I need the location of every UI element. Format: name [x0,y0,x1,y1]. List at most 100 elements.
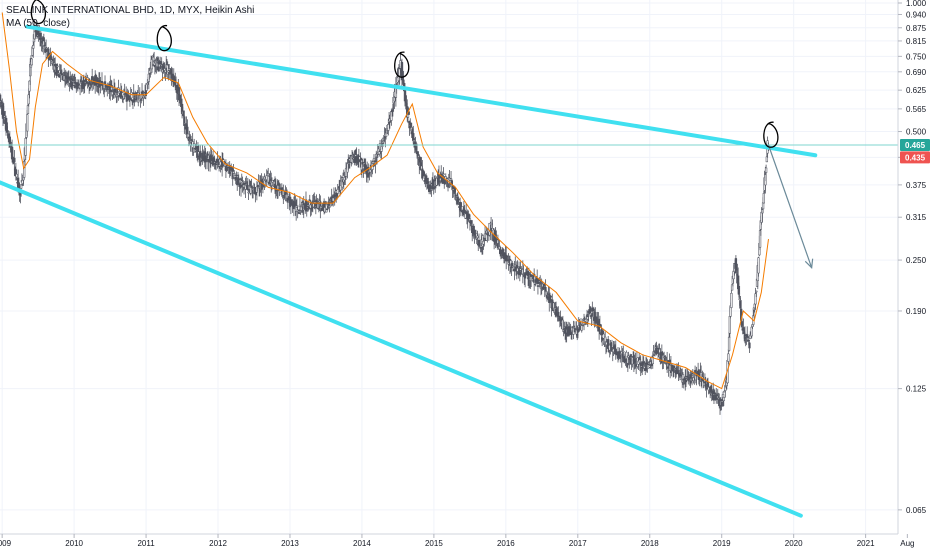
candle [505,246,508,270]
candle [186,119,189,135]
price-tick-label: 0.065 [906,506,927,515]
symbol-legend[interactable]: SEALINK INTERNATIONAL BHD, 1D, MYX, Heik… [6,5,255,16]
candle [382,135,385,144]
time-tick-label: 2018 [641,539,659,548]
candle-body [653,353,657,355]
candle-body [542,283,546,287]
candle [120,85,123,98]
candle-body [26,114,29,132]
time-axis[interactable]: 2009 2010 2011 2012 2013 2014 2015 2016 2017 2018… [0,533,914,548]
time-tick-label: 2011 [137,539,155,548]
candle-body [20,184,23,189]
time-tick-label: 2010 [65,539,83,548]
price-tick-label: 0.815 [906,37,927,46]
candle-body [143,97,146,99]
price-axis[interactable]: 1.000 0.940 0.875 0.815 0.750 0.690 0.625 0.565… [897,0,932,550]
candle-body [378,151,381,155]
candle-body [730,292,733,308]
candle [614,340,617,360]
arrow-shaft [767,144,813,268]
candle [622,345,625,357]
price-tick-label: 0.940 [906,10,927,19]
candle-body [669,363,673,366]
candle-body [193,143,196,153]
candle [656,345,659,350]
price-axis-background [898,0,932,550]
candle [684,368,688,388]
candle-body [15,173,18,178]
time-tick-label: Aug [900,539,914,548]
candle-body [13,157,16,163]
candle-body [56,65,59,68]
candle-body [523,274,527,279]
candle [235,171,238,179]
time-tick-label: 2019 [713,539,731,548]
candle-body [30,58,33,66]
candle-body [382,140,385,142]
current-price-badge-label: 0.435 [905,153,926,162]
candle-body [32,45,35,49]
candle [757,256,760,277]
candle-body [747,339,750,342]
candle-body [602,333,605,339]
price-tick-label: 0.125 [906,385,927,394]
candle-body [722,397,725,401]
candle-body [590,314,593,317]
candle [26,109,29,137]
grid [0,0,908,534]
candle [332,196,335,207]
candle-body [754,293,757,305]
time-tick-label: 2017 [569,539,587,548]
time-tick-label: 2020 [785,539,803,548]
candle [749,331,752,340]
candle-body [764,167,768,173]
candle [705,387,708,398]
candle-body [249,187,252,194]
ma-legend[interactable]: MA (50, close) [6,18,70,29]
candle-body [387,124,390,131]
candle-body [622,350,625,353]
candle-body [186,126,189,134]
trendlines[interactable] [0,24,818,518]
candle-body [26,105,30,115]
candle [764,164,768,182]
candle-body [208,154,211,156]
price-tick-label: 0.500 [906,128,927,137]
price-tick-label: 0.625 [906,86,927,95]
candle [762,190,765,204]
candle-body [23,161,26,178]
candle-body [757,257,760,274]
candle-body [146,83,149,85]
candle [737,282,741,298]
candle-body [677,370,680,372]
candle-body [536,285,540,287]
candle-body [684,376,688,379]
candle [748,341,751,354]
candle-body [182,110,185,117]
upper-trendline[interactable] [25,24,818,158]
candle-body [505,254,508,262]
candle [755,290,758,298]
candle-body [214,163,218,166]
candle-body [24,138,27,156]
candle-body [442,173,445,175]
candle-body [705,387,708,390]
candle-body [384,132,388,137]
candle-body [257,181,260,186]
forecast-arrow[interactable] [767,144,814,269]
candle-body [755,290,758,293]
price-tick-label: 0.750 [906,52,927,61]
candle-body [489,222,493,226]
price-badges: 0.465 0.435 [900,138,930,164]
candle-body [27,94,30,105]
candle-body [332,197,335,202]
candle-body [412,133,415,141]
lower-trendline[interactable] [0,180,803,518]
candle-body [761,202,765,210]
peak-circle-annotations[interactable] [30,0,779,148]
candle [369,168,372,177]
candle-body [298,212,301,214]
candle-body [459,202,463,210]
